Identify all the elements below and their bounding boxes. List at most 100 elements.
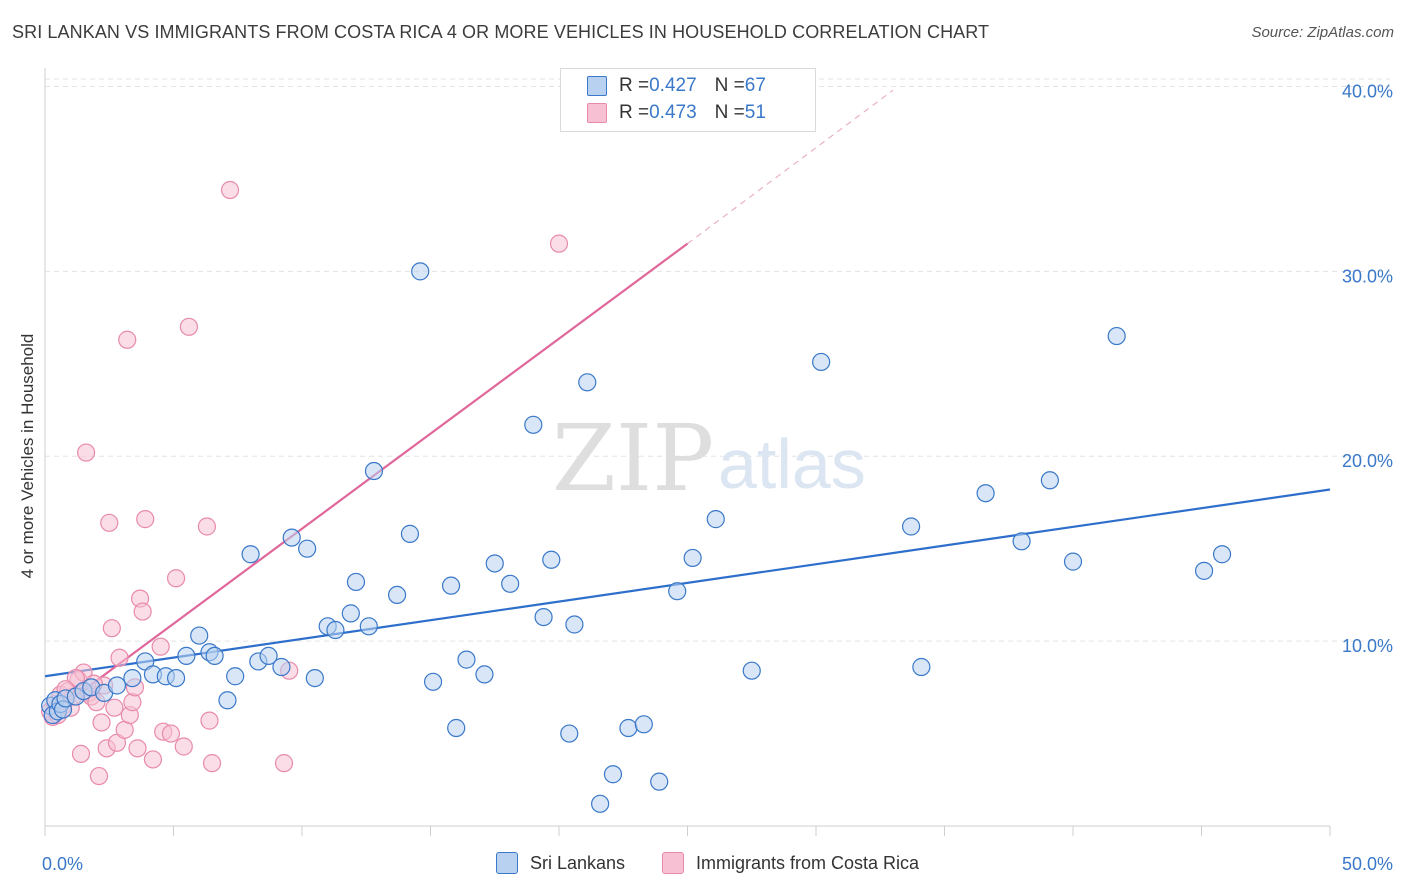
- point-sri-lankan: [634, 715, 653, 734]
- point-costa-rica: [166, 569, 186, 588]
- point-sri-lankan: [742, 661, 761, 680]
- point-sri-lankan: [282, 528, 301, 547]
- point-sri-lankan: [603, 765, 623, 784]
- watermark-zip: ZIP: [552, 405, 714, 512]
- source-label: Source: ZipAtlas.com: [1251, 24, 1394, 41]
- point-sri-lankan: [298, 539, 317, 558]
- legend-r-label: R =: [619, 102, 650, 123]
- bottom-legend-swatch-pink: [662, 852, 684, 874]
- point-sri-lankan: [411, 262, 430, 281]
- point-sri-lankan: [423, 672, 443, 691]
- point-sri-lankan: [1107, 326, 1126, 346]
- point-sri-lankan: [706, 510, 725, 529]
- point-sri-lankan: [341, 604, 360, 623]
- watermark-atlas: atlas: [718, 425, 866, 503]
- point-costa-rica: [549, 234, 569, 253]
- bottom-legend-swatch-blue: [496, 852, 518, 874]
- y-tick-label: 20.0%: [1342, 451, 1393, 471]
- point-sri-lankan: [259, 646, 278, 666]
- legend-r-label: R =: [619, 75, 650, 96]
- gridlines: [45, 78, 1390, 642]
- point-sri-lankan: [578, 373, 597, 392]
- point-sri-lankan: [166, 668, 186, 688]
- point-sri-lankan: [683, 548, 702, 568]
- point-sri-lankan: [560, 724, 579, 743]
- legend-n-label: N =: [714, 75, 745, 96]
- point-sri-lankan: [400, 524, 420, 543]
- point-sri-lankan: [326, 620, 345, 640]
- point-costa-rica: [200, 711, 219, 730]
- point-sri-lankan: [447, 718, 466, 738]
- point-sri-lankan: [107, 676, 127, 695]
- point-costa-rica: [151, 637, 170, 656]
- point-costa-rica: [100, 513, 119, 532]
- point-sri-lankan: [485, 554, 504, 573]
- chart-title: SRI LANKAN VS IMMIGRANTS FROM COSTA RICA…: [12, 22, 990, 42]
- bottom-legend-costa-rica: Immigrants from Costa Rica: [662, 850, 919, 876]
- point-sri-lankan: [534, 607, 553, 627]
- point-sri-lankan: [241, 545, 260, 564]
- point-costa-rica: [118, 330, 137, 349]
- point-sri-lankan: [591, 794, 610, 813]
- x-tick-label: 0.0%: [42, 854, 83, 874]
- point-sri-lankan: [542, 550, 561, 569]
- point-costa-rica: [71, 744, 91, 763]
- trend-lines: [44, 89, 1331, 720]
- point-sri-lankan: [218, 691, 237, 710]
- point-costa-rica: [105, 698, 124, 717]
- point-costa-rica: [161, 724, 181, 743]
- point-sri-lankan: [1194, 561, 1214, 580]
- point-costa-rica: [220, 180, 240, 200]
- point-costa-rica: [179, 317, 199, 336]
- point-costa-rica: [143, 750, 163, 769]
- x-tick-label: 50.0%: [1342, 854, 1393, 874]
- legend-r-value: 0.473: [649, 102, 697, 123]
- point-costa-rica: [102, 619, 121, 638]
- data-points: [41, 180, 1232, 813]
- point-sri-lankan: [359, 617, 378, 636]
- legend-row-costa-rica: R = 0.473 N = 51: [587, 100, 766, 126]
- point-sri-lankan: [123, 668, 142, 688]
- point-sri-lankan: [812, 352, 831, 372]
- legend-n-label: N =: [714, 102, 745, 123]
- correlation-legend: R = 0.427 N = 67 R = 0.473 N = 51: [560, 68, 816, 132]
- point-sri-lankan: [177, 646, 196, 666]
- point-sri-lankan: [346, 572, 366, 592]
- point-sri-lankan: [226, 667, 245, 686]
- point-costa-rica: [174, 737, 193, 756]
- point-sri-lankan: [1063, 552, 1083, 571]
- legend-swatch-pink: [587, 103, 607, 123]
- point-costa-rica: [89, 766, 109, 786]
- point-sri-lankan: [650, 772, 669, 791]
- point-costa-rica: [128, 739, 147, 758]
- bottom-legend-sri-lankans: Sri Lankans: [496, 850, 625, 876]
- point-costa-rica: [274, 754, 294, 773]
- point-sri-lankan: [565, 615, 584, 634]
- point-costa-rica: [197, 517, 217, 536]
- point-sri-lankan: [619, 718, 638, 738]
- trend-line-costa-rica-extension: [687, 89, 894, 245]
- trend-line-sri-lankans: [44, 488, 1331, 678]
- point-sri-lankan: [272, 657, 291, 677]
- trend-line-costa-rica: [44, 242, 689, 720]
- bottom-legend-label: Immigrants from Costa Rica: [696, 852, 920, 873]
- point-sri-lankan: [457, 650, 476, 669]
- point-sri-lankan: [364, 461, 384, 481]
- point-costa-rica: [136, 510, 155, 529]
- y-tick-label: 40.0%: [1342, 81, 1393, 101]
- legend-row-sri-lankans: R = 0.427 N = 67: [587, 73, 766, 99]
- point-sri-lankan: [190, 626, 209, 645]
- point-sri-lankan: [475, 665, 494, 684]
- point-sri-lankan: [387, 585, 407, 605]
- point-sri-lankan: [1012, 532, 1031, 551]
- y-tick-label: 10.0%: [1342, 636, 1393, 656]
- point-costa-rica: [77, 443, 96, 462]
- point-sri-lankan: [1040, 471, 1059, 490]
- point-sri-lankan: [976, 484, 995, 503]
- tick-labels: 10.0% 20.0% 30.0% 40.0% 0.0% 50.0%: [42, 81, 1393, 874]
- point-sri-lankan: [912, 657, 931, 677]
- point-costa-rica: [110, 648, 129, 667]
- point-sri-lankan: [1212, 545, 1232, 564]
- legend-swatch-blue: [587, 76, 607, 96]
